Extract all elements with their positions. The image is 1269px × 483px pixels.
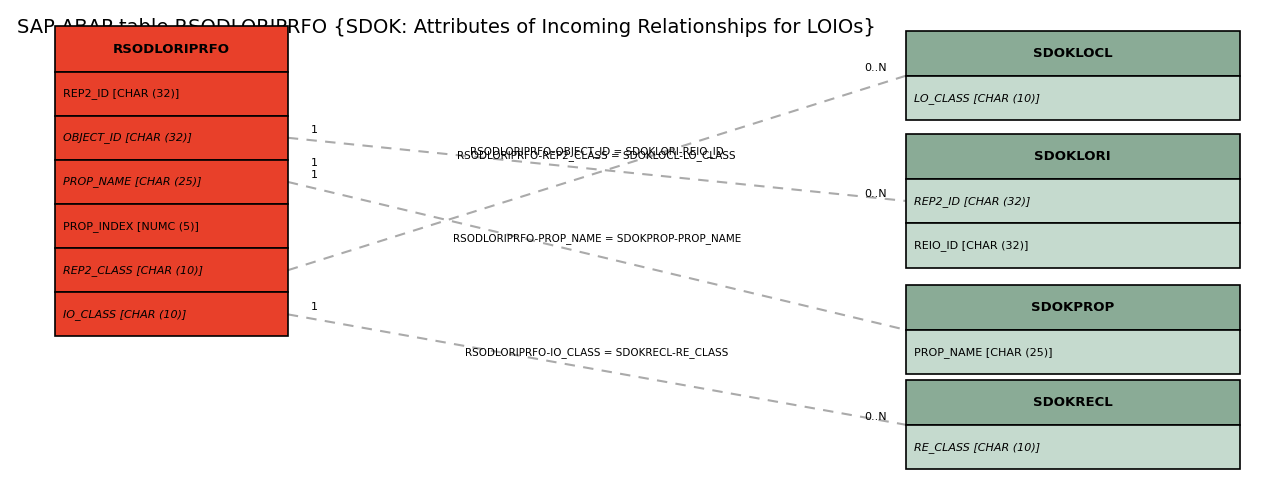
- Text: 1: 1: [311, 302, 317, 312]
- FancyBboxPatch shape: [55, 116, 288, 160]
- Text: PROP_NAME [CHAR (25)]: PROP_NAME [CHAR (25)]: [63, 176, 202, 187]
- Text: RE_CLASS [CHAR (10)]: RE_CLASS [CHAR (10)]: [915, 442, 1041, 453]
- Text: IO_CLASS [CHAR (10)]: IO_CLASS [CHAR (10)]: [63, 309, 187, 320]
- FancyBboxPatch shape: [55, 248, 288, 292]
- Text: PROP_INDEX [NUMC (5)]: PROP_INDEX [NUMC (5)]: [63, 221, 199, 231]
- Text: REP2_ID [CHAR (32)]: REP2_ID [CHAR (32)]: [915, 196, 1030, 207]
- Text: REIO_ID [CHAR (32)]: REIO_ID [CHAR (32)]: [915, 240, 1029, 251]
- Text: REP2_ID [CHAR (32)]: REP2_ID [CHAR (32)]: [63, 88, 180, 99]
- Text: 1
1: 1 1: [311, 158, 317, 180]
- Text: SDOKLOCL: SDOKLOCL: [1033, 47, 1113, 60]
- FancyBboxPatch shape: [906, 134, 1240, 179]
- Text: LO_CLASS [CHAR (10)]: LO_CLASS [CHAR (10)]: [915, 93, 1041, 104]
- Text: RSODLORIPRFO-IO_CLASS = SDOKRECL-RE_CLASS: RSODLORIPRFO-IO_CLASS = SDOKRECL-RE_CLAS…: [464, 347, 728, 358]
- FancyBboxPatch shape: [906, 31, 1240, 76]
- FancyBboxPatch shape: [55, 292, 288, 337]
- Text: RSODLORIPRFO-PROP_NAME = SDOKPROP-PROP_NAME: RSODLORIPRFO-PROP_NAME = SDOKPROP-PROP_N…: [453, 233, 741, 244]
- FancyBboxPatch shape: [55, 27, 288, 71]
- FancyBboxPatch shape: [55, 160, 288, 204]
- FancyBboxPatch shape: [906, 380, 1240, 425]
- Text: SDOKLORI: SDOKLORI: [1034, 150, 1110, 163]
- Text: SDOKPROP: SDOKPROP: [1030, 301, 1114, 314]
- Text: 0..N: 0..N: [864, 188, 887, 199]
- Text: RSODLORIPRFO: RSODLORIPRFO: [113, 43, 230, 56]
- FancyBboxPatch shape: [55, 204, 288, 248]
- Text: SAP ABAP table RSODLORIPRFO {SDOK: Attributes of Incoming Relationships for LOIO: SAP ABAP table RSODLORIPRFO {SDOK: Attri…: [16, 18, 876, 37]
- Text: SDOKRECL: SDOKRECL: [1033, 396, 1113, 409]
- FancyBboxPatch shape: [906, 76, 1240, 120]
- Text: REP2_CLASS [CHAR (10)]: REP2_CLASS [CHAR (10)]: [63, 265, 203, 276]
- FancyBboxPatch shape: [906, 425, 1240, 469]
- Text: 0..N: 0..N: [864, 412, 887, 422]
- FancyBboxPatch shape: [906, 285, 1240, 330]
- Text: 0..N: 0..N: [864, 63, 887, 73]
- Text: OBJECT_ID [CHAR (32)]: OBJECT_ID [CHAR (32)]: [63, 132, 193, 143]
- FancyBboxPatch shape: [906, 224, 1240, 268]
- Text: PROP_NAME [CHAR (25)]: PROP_NAME [CHAR (25)]: [915, 347, 1053, 358]
- FancyBboxPatch shape: [906, 179, 1240, 224]
- Text: RSODLORIPRFO-REP2_CLASS = SDOKLOCL-LO_CLASS: RSODLORIPRFO-REP2_CLASS = SDOKLOCL-LO_CL…: [457, 150, 736, 161]
- FancyBboxPatch shape: [55, 71, 288, 116]
- FancyBboxPatch shape: [906, 330, 1240, 374]
- Text: RSODLORIPRFO-OBJECT_ID = SDOKLORI-REIO_ID: RSODLORIPRFO-OBJECT_ID = SDOKLORI-REIO_I…: [470, 146, 723, 157]
- Text: 1: 1: [311, 126, 317, 135]
